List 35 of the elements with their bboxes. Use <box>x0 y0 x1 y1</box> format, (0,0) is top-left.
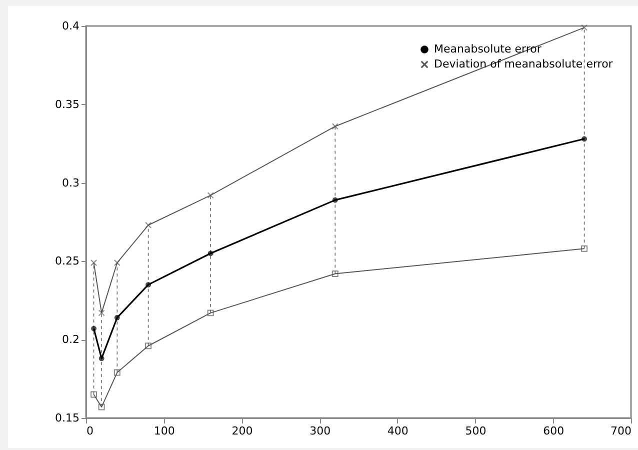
point <box>332 197 338 203</box>
x-tick-label: 600 <box>543 424 564 438</box>
point <box>208 250 214 256</box>
x-tick-label: 100 <box>154 424 175 438</box>
point <box>207 310 214 316</box>
point <box>98 404 105 410</box>
point <box>114 314 120 320</box>
x-tick-label: 200 <box>232 424 253 438</box>
x-tick-label: 500 <box>465 424 486 438</box>
point <box>98 310 105 316</box>
point <box>91 326 97 332</box>
point <box>146 282 152 288</box>
point <box>90 260 98 266</box>
x-tick-label: 400 <box>387 424 408 438</box>
point <box>581 245 588 252</box>
y-tick-label: 0.35 <box>55 98 80 111</box>
point <box>98 356 104 362</box>
point <box>332 270 338 277</box>
x-tick-label: 0 <box>86 424 94 438</box>
y-tick-label: 0.3 <box>62 176 80 190</box>
point <box>114 260 120 266</box>
point <box>207 192 214 199</box>
x-tick-label: 700 <box>610 424 632 438</box>
point <box>581 24 588 31</box>
point <box>145 342 152 350</box>
point <box>145 222 152 228</box>
point <box>90 391 98 398</box>
x-tick-label: 300 <box>310 424 331 438</box>
y-tick-label: 0.15 <box>55 412 80 424</box>
point <box>114 369 120 376</box>
point <box>582 136 588 142</box>
y-tick-label: 0.4 <box>62 20 80 32</box>
y-tick-label: 0.2 <box>62 333 80 346</box>
y-tick-label: 0.25 <box>55 254 80 268</box>
point <box>332 123 338 130</box>
